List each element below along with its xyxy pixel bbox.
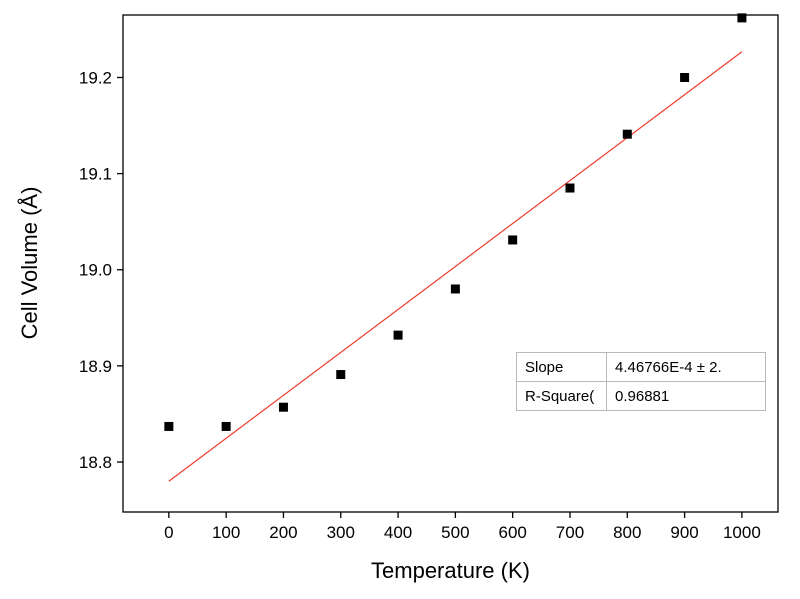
x-tick-label: 100 <box>212 523 240 542</box>
x-tick-label: 200 <box>269 523 297 542</box>
data-point <box>680 72 690 82</box>
y-tick-label: 19.2 <box>79 68 112 87</box>
data-point <box>737 13 747 23</box>
stats-slope-value: 4.46766E-4 ± 2. <box>607 353 765 382</box>
data-point <box>164 421 174 431</box>
fit-stats-table: Slope 4.46766E-4 ± 2. R-Square( 0.96881 <box>516 352 766 411</box>
x-tick-label: 700 <box>556 523 584 542</box>
x-tick-label: 0 <box>164 523 173 542</box>
data-point <box>450 284 460 294</box>
x-axis-title: Temperature (K) <box>371 558 530 583</box>
data-point <box>336 370 346 380</box>
stats-rsquare-value: 0.96881 <box>615 388 670 405</box>
y-tick-label: 18.8 <box>79 453 112 472</box>
x-tick-label: 800 <box>613 523 641 542</box>
y-tick-label: 19.1 <box>79 165 112 184</box>
data-point <box>622 129 632 139</box>
plot-frame <box>122 14 779 513</box>
y-tick-label: 18.9 <box>79 357 112 376</box>
data-point <box>221 421 231 431</box>
stats-slope-label: Slope <box>517 353 607 382</box>
x-tick-label: 400 <box>384 523 412 542</box>
stats-rsquare-label: R-Square( <box>517 382 607 410</box>
data-point <box>278 402 288 412</box>
x-tick-label: 500 <box>441 523 469 542</box>
fit-line <box>168 51 743 482</box>
data-point <box>565 183 575 193</box>
y-tick-label: 19.0 <box>79 261 112 280</box>
y-axis-title: Cell Volume (Å) <box>17 186 42 340</box>
x-tick-label: 900 <box>670 523 698 542</box>
x-tick-label: 600 <box>498 523 526 542</box>
x-tick-label: 300 <box>327 523 355 542</box>
data-point <box>508 235 518 245</box>
data-point <box>393 330 403 340</box>
x-tick-label: 1000 <box>723 523 761 542</box>
